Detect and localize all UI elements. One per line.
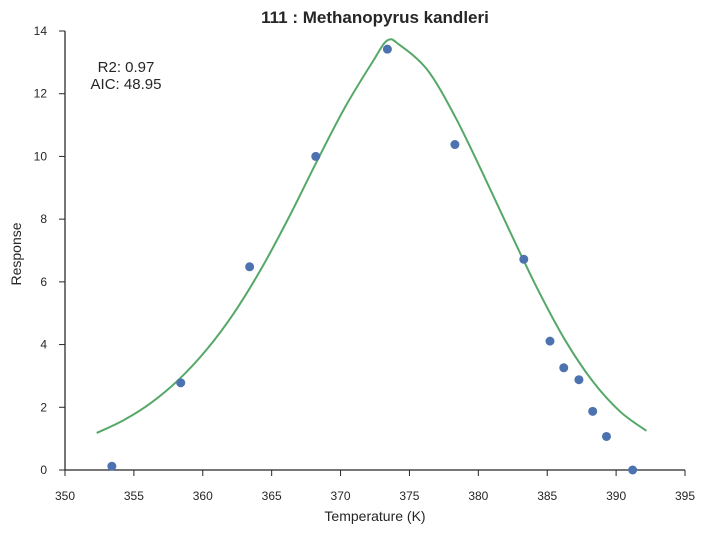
data-point xyxy=(628,465,638,475)
data-point xyxy=(559,363,569,373)
annotation-aic: AIC: 48.95 xyxy=(91,76,162,93)
annotation-r2: R2: 0.97 xyxy=(98,59,155,76)
axes: 350 355 360 365 370 375 380 385 390 395 0 2 4 6 8 10 12 1… xyxy=(34,24,696,503)
fit-curve xyxy=(96,38,648,434)
y-axis-label: Response xyxy=(8,222,24,285)
x-tick-label: 375 xyxy=(399,489,419,503)
x-tick-label: 395 xyxy=(675,489,695,503)
x-tick-label: 365 xyxy=(262,489,282,503)
data-point xyxy=(245,262,255,272)
data-point xyxy=(601,431,611,441)
data-point xyxy=(588,406,598,416)
x-tick-label: 380 xyxy=(468,489,488,503)
data-point xyxy=(176,378,186,388)
x-tick-label: 370 xyxy=(331,489,351,503)
y-tick-label: 0 xyxy=(40,463,47,477)
x-tick-label: 385 xyxy=(537,489,557,503)
y-tick-label: 2 xyxy=(40,400,47,414)
x-tick-label: 360 xyxy=(193,489,213,503)
fit-curve-layer xyxy=(96,38,648,434)
y-tick-label: 6 xyxy=(40,275,47,289)
data-point xyxy=(574,375,584,385)
data-point xyxy=(450,140,460,150)
x-axis-label: Temperature (K) xyxy=(324,508,425,524)
x-tick-label: 350 xyxy=(55,489,75,503)
data-point xyxy=(107,461,117,471)
data-point xyxy=(311,151,321,161)
y-tick-label: 10 xyxy=(34,149,48,163)
y-tick-label: 12 xyxy=(34,87,48,101)
data-point xyxy=(519,254,529,264)
data-point xyxy=(545,336,555,346)
y-tick-label: 8 xyxy=(40,212,47,226)
y-tick-label: 4 xyxy=(40,338,47,352)
data-point xyxy=(382,44,392,54)
y-tick-label: 14 xyxy=(34,24,48,38)
data-points-layer xyxy=(107,44,638,475)
chart-title: 111 : Methanopyrus kandleri xyxy=(261,8,489,27)
x-tick-label: 390 xyxy=(606,489,626,503)
x-tick-label: 355 xyxy=(124,489,144,503)
